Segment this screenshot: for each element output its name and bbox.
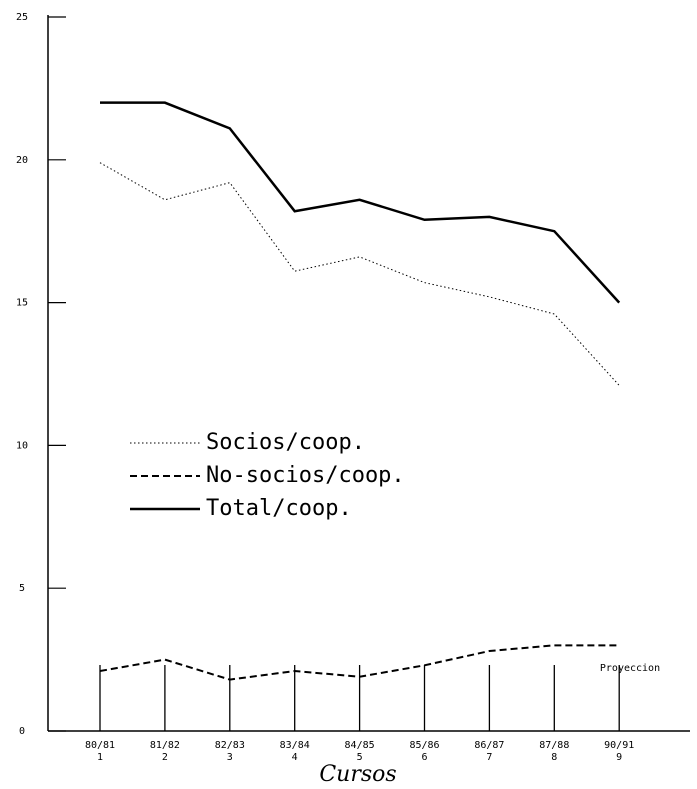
x-tick-number: 7 [486, 752, 492, 763]
x-tick-number: 4 [292, 752, 298, 763]
x-tick-number: 6 [421, 752, 427, 763]
x-tick-label: 83/84 [280, 740, 310, 751]
x-tick-label: 84/85 [345, 740, 375, 751]
legend-label: No-socios/coop. [206, 463, 405, 488]
x-tick-number: 8 [551, 752, 557, 763]
y-tick-label: 0 [19, 726, 25, 737]
y-tick-label: 20 [16, 155, 28, 166]
x-tick-number: 5 [357, 752, 363, 763]
x-tick-label: 87/88 [539, 740, 569, 751]
x-tick-number: 3 [227, 752, 233, 763]
x-tick-label: 90/91 [604, 740, 634, 751]
y-tick-label: 15 [16, 298, 28, 309]
annotation: Proyeccion [600, 663, 660, 674]
series-line [100, 101, 621, 304]
series-line [99, 644, 620, 681]
x-tick-number: 2 [162, 752, 168, 763]
y-tick-label: 10 [16, 440, 28, 451]
x-tick-label: 82/83 [215, 740, 245, 751]
series-line [99, 162, 620, 386]
legend-label: Total/coop. [206, 496, 352, 521]
y-tick-label: 5 [19, 583, 25, 594]
x-tick-label: 81/82 [150, 740, 180, 751]
x-tick-label: 85/86 [409, 740, 439, 751]
x-tick-label: 80/81 [85, 740, 115, 751]
legend-label: Socios/coop. [206, 430, 365, 455]
y-tick-label: 25 [16, 12, 28, 23]
x-axis-label: Cursos [319, 762, 396, 787]
x-tick-label: 86/87 [474, 740, 504, 751]
x-tick-number: 9 [616, 752, 622, 763]
x-tick-number: 1 [97, 752, 103, 763]
